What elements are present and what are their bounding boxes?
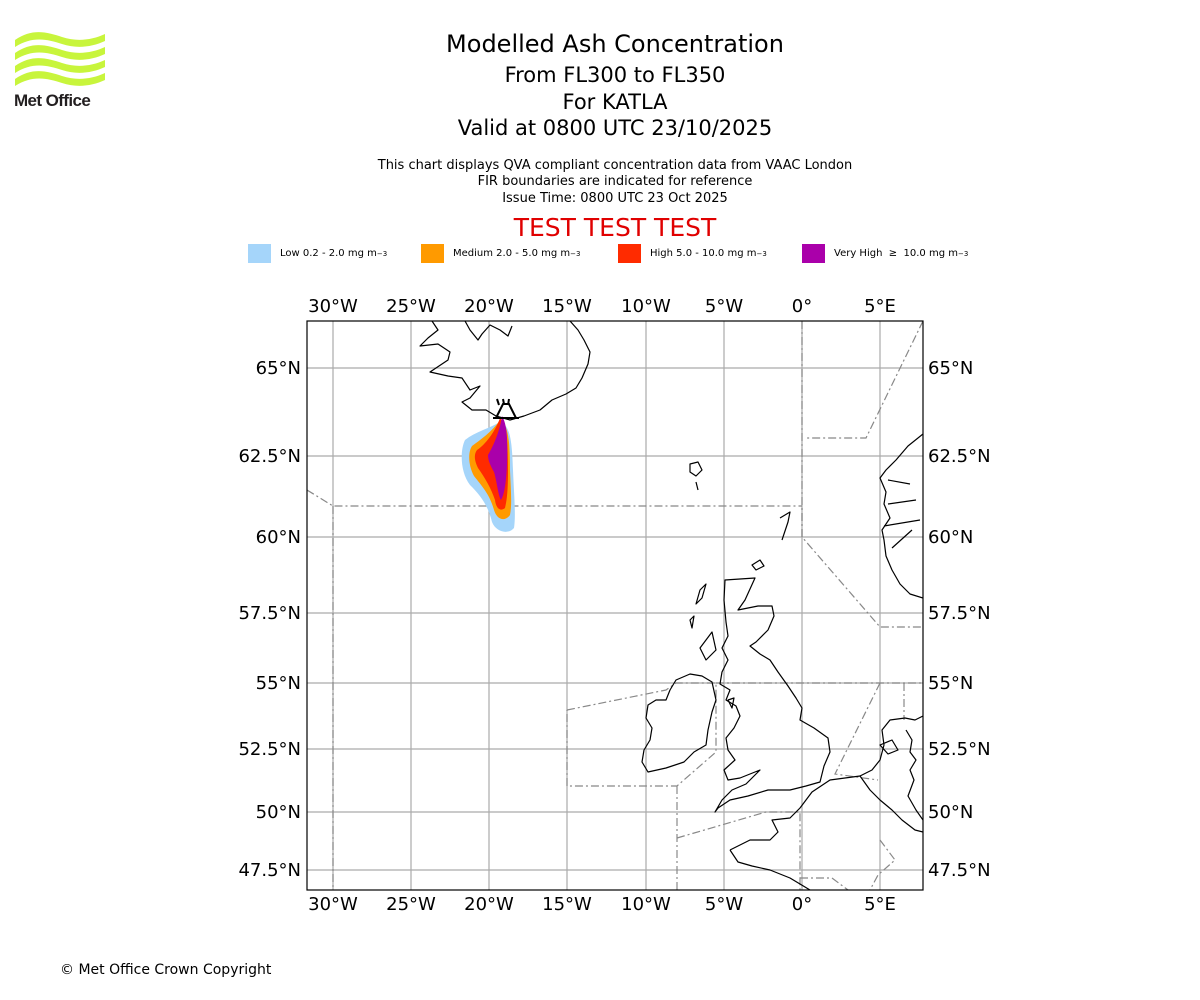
lon-label: 15°W bbox=[542, 894, 592, 915]
lon-label: 30°W bbox=[308, 894, 358, 915]
lon-label: 20°W bbox=[464, 894, 514, 915]
coastlines bbox=[419, 321, 923, 890]
lat-label: 52.5°N bbox=[238, 739, 301, 760]
legend-item-very-high: Very High ≥ 10.0 mg m −3 bbox=[802, 244, 968, 263]
logo-text: Met Office bbox=[14, 91, 91, 110]
lon-label: 30°W bbox=[308, 296, 358, 317]
volcano-icon bbox=[493, 398, 519, 419]
lat-label: 50°N bbox=[256, 802, 301, 823]
copyright: © Met Office Crown Copyright bbox=[60, 962, 272, 978]
lon-labels-top: 30°W 25°W 20°W 15°W 10°W 5°W 0° 5°E bbox=[308, 296, 896, 317]
lat-label: 62.5°N bbox=[928, 446, 991, 467]
lat-label: 50°N bbox=[928, 802, 973, 823]
legend-exp: −3 bbox=[756, 249, 767, 258]
coast-ireland bbox=[641, 673, 717, 773]
lat-label: 60°N bbox=[256, 527, 301, 548]
test-banner: TEST TEST TEST bbox=[513, 213, 717, 242]
legend-exp: −3 bbox=[957, 249, 969, 258]
lon-label: 25°W bbox=[386, 894, 436, 915]
lat-label: 62.5°N bbox=[238, 446, 301, 467]
ash-plume bbox=[461, 416, 515, 532]
lon-label: 0° bbox=[792, 296, 812, 317]
lon-label: 5°E bbox=[864, 296, 896, 317]
lat-label: 57.5°N bbox=[238, 603, 301, 624]
lon-label: 10°W bbox=[621, 894, 671, 915]
lat-label: 47.5°N bbox=[238, 860, 301, 881]
lon-label: 10°W bbox=[621, 296, 671, 317]
legend-item-medium: Medium 2.0 - 5.0 mg m −3 bbox=[421, 244, 580, 263]
chart-title: Modelled Ash Concentration bbox=[446, 30, 784, 58]
coast-norway bbox=[879, 433, 923, 599]
coast-iceland bbox=[419, 321, 591, 421]
legend-swatch-high bbox=[618, 244, 641, 263]
legend-item-high: High 5.0 - 10.0 mg m −3 bbox=[618, 244, 767, 263]
lat-label: 60°N bbox=[928, 527, 973, 548]
lon-label: 20°W bbox=[464, 296, 514, 317]
lon-label: 5°W bbox=[705, 894, 743, 915]
lon-label: 15°W bbox=[542, 296, 592, 317]
lat-labels-right: 65°N 62.5°N 60°N 57.5°N 55°N 52.5°N 50°N… bbox=[928, 358, 991, 881]
valid-time: Valid at 0800 UTC 23/10/2025 bbox=[457, 116, 773, 140]
legend-swatch-very-high bbox=[802, 244, 825, 263]
lat-label: 52.5°N bbox=[928, 739, 991, 760]
graticule bbox=[307, 321, 923, 890]
volcano-name: For KATLA bbox=[562, 90, 668, 114]
fir-note: FIR boundaries are indicated for referen… bbox=[477, 174, 753, 189]
coast-great-britain bbox=[714, 577, 831, 813]
lon-label: 0° bbox=[792, 894, 812, 915]
lon-labels-bottom: 30°W 25°W 20°W 15°W 10°W 5°W 0° 5°E bbox=[308, 894, 896, 915]
lat-labels-left: 65°N 62.5°N 60°N 57.5°N 55°N 52.5°N 50°N… bbox=[238, 358, 301, 881]
flight-level-range: From FL300 to FL350 bbox=[504, 63, 726, 87]
chart-description: This chart displays QVA compliant concen… bbox=[377, 158, 853, 173]
lat-label: 47.5°N bbox=[928, 860, 991, 881]
legend-swatch-medium bbox=[421, 244, 444, 263]
legend-label-low: Low 0.2 - 2.0 mg m bbox=[280, 248, 377, 259]
issue-time: Issue Time: 0800 UTC 23 Oct 2025 bbox=[502, 191, 728, 206]
legend-exp: −3 bbox=[376, 249, 388, 258]
lat-label: 57.5°N bbox=[928, 603, 991, 624]
lat-label: 65°N bbox=[928, 358, 973, 379]
legend-label-very-high: Very High ≥ 10.0 mg m bbox=[834, 248, 958, 259]
legend-label-high: High 5.0 - 10.0 mg m bbox=[650, 248, 757, 259]
lon-label: 5°W bbox=[705, 296, 743, 317]
map-frame bbox=[306, 320, 924, 891]
lon-label: 5°E bbox=[864, 894, 896, 915]
map-background bbox=[307, 321, 923, 890]
met-office-logo-icon bbox=[15, 32, 105, 86]
legend-label-medium: Medium 2.0 - 5.0 mg m bbox=[453, 248, 571, 259]
lat-label: 55°N bbox=[256, 673, 301, 694]
fir-boundaries bbox=[307, 321, 923, 890]
legend-item-low: Low 0.2 - 2.0 mg m −3 bbox=[248, 244, 387, 263]
lon-label: 25°W bbox=[386, 296, 436, 317]
lat-label: 65°N bbox=[256, 358, 301, 379]
legend-swatch-low bbox=[248, 244, 271, 263]
ash-very-high bbox=[488, 416, 508, 500]
coast-france bbox=[729, 775, 923, 851]
lat-label: 55°N bbox=[928, 673, 973, 694]
legend-exp: −3 bbox=[570, 249, 581, 258]
